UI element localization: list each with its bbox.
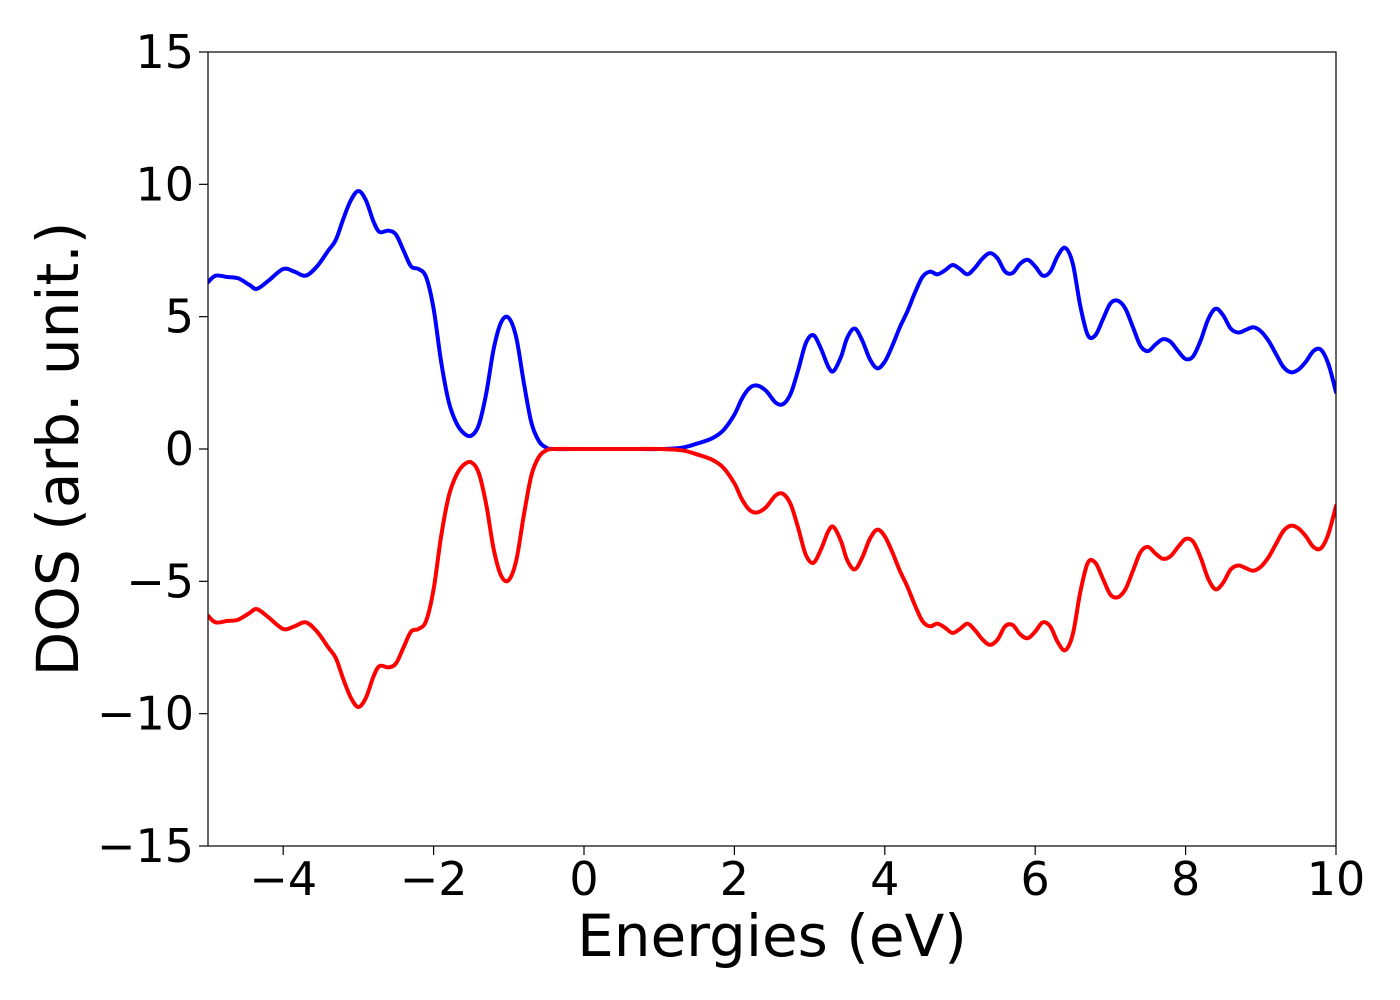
y-axis: 15 10 5 0 −5 −10 −15 [97,25,208,873]
x-tick-label: 8 [1171,852,1200,906]
x-tick-label: 6 [1021,852,1050,906]
x-tick-label: −4 [249,852,317,906]
series-layer [208,188,1336,710]
x-tick-label: 2 [720,852,749,906]
series-line-positive [208,188,1336,452]
series-line-negative [208,446,1336,710]
x-tick-label: −2 [400,852,468,906]
x-tick-label: 10 [1307,852,1366,906]
x-axis-title: Energies (eV) [577,902,967,970]
y-tick-label: 0 [165,422,194,476]
y-tick-label: 10 [135,157,194,211]
y-tick-label: −10 [97,687,194,741]
y-tick-label: −15 [97,819,194,873]
x-axis: −4 −2 0 2 4 6 8 10 [249,846,1365,906]
x-tick-label: 0 [569,852,598,906]
y-tick-label: −5 [126,554,194,608]
x-tick-label: 4 [870,852,899,906]
y-tick-label: 15 [135,25,194,79]
y-tick-label: 5 [165,290,194,344]
y-axis-title: DOS (arb. unit.) [24,222,92,677]
